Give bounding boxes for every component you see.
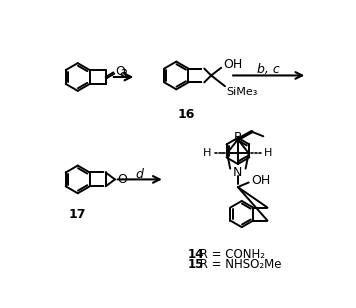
Text: O: O	[117, 173, 127, 186]
Text: 16: 16	[178, 108, 195, 121]
Text: 17: 17	[69, 208, 87, 221]
Text: 15: 15	[188, 257, 204, 271]
Text: H: H	[203, 148, 212, 158]
Text: b, c: b, c	[257, 63, 280, 76]
Text: a: a	[119, 66, 127, 79]
Text: R = CONH₂: R = CONH₂	[196, 248, 265, 261]
Text: OH: OH	[252, 174, 271, 188]
Text: O: O	[116, 65, 126, 78]
Text: R: R	[234, 131, 242, 144]
Text: 14: 14	[188, 248, 204, 261]
Text: SiMe₃: SiMe₃	[226, 87, 257, 97]
Text: R = NHSO₂Me: R = NHSO₂Me	[196, 257, 282, 271]
Text: OH: OH	[224, 58, 243, 71]
Text: H: H	[264, 148, 272, 158]
Text: N: N	[233, 166, 242, 179]
Text: d: d	[135, 168, 143, 180]
